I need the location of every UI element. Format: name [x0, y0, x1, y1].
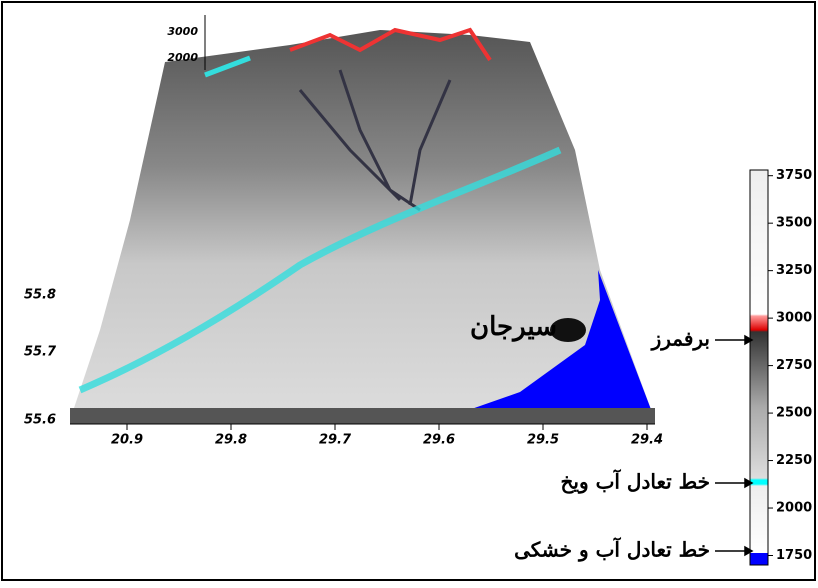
- water-body: [440, 270, 655, 420]
- colorbar-tick-label: 3750: [776, 168, 812, 183]
- longitude-label: 29.8: [215, 433, 247, 448]
- longitude-label: 29.6: [423, 433, 455, 448]
- elevation-label: 3000: [167, 25, 198, 38]
- colorbar-tick-label: 2250: [776, 453, 812, 468]
- latitude-label: 55.8: [24, 288, 56, 303]
- longitude-label: 29.5: [527, 433, 559, 448]
- colorbar-tick-label: 2000: [776, 501, 812, 516]
- colorbar-tick-label: 1750: [776, 548, 812, 563]
- colorbar-tick-label: 2750: [776, 358, 812, 373]
- ice-water-line: [78, 146, 562, 394]
- land-line-label: خط تعادل آب و خشکی: [514, 537, 710, 563]
- ice-line-label: خط تعادل آب ویخ: [560, 469, 710, 495]
- base-strip: [70, 408, 655, 424]
- longitude-label: 20.9: [111, 433, 143, 448]
- drainage: [298, 69, 452, 212]
- colorbar-tick-label: 3000: [776, 311, 812, 326]
- city-label: سیرجان: [470, 312, 557, 342]
- longitude-label: 29.4: [631, 433, 663, 448]
- colorbar-tick-label: 3500: [776, 216, 812, 231]
- colorbar-tick-label: 2500: [776, 406, 812, 421]
- latitude-label: 55.7: [24, 345, 57, 360]
- snow-edge: [289, 27, 492, 62]
- city-marker: [550, 318, 586, 342]
- longitude-label: 29.7: [319, 433, 352, 448]
- colorbar-tick-label: 3250: [776, 263, 812, 278]
- elevation-label: 2000: [167, 51, 198, 64]
- arrows: [715, 334, 754, 557]
- ice-water-line-top: [204, 55, 251, 78]
- latitude-label: 55.6: [24, 413, 56, 428]
- colorbar: [749, 169, 769, 566]
- snowline-label: برفمرز: [650, 327, 710, 352]
